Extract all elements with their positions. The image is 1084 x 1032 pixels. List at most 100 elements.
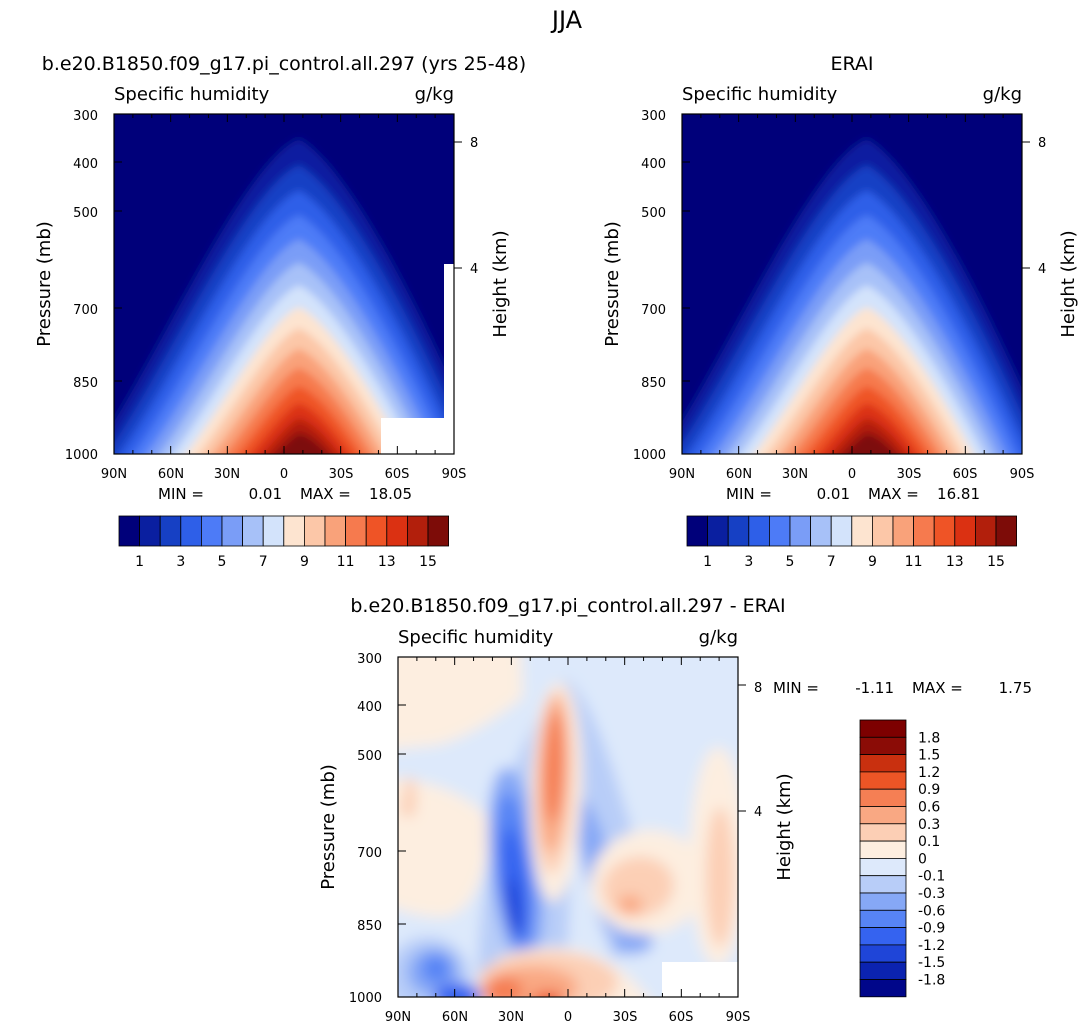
- colorbar-label: -0.3: [918, 886, 945, 902]
- y2-ticks: 8 4: [470, 136, 478, 277]
- level-band: [404, 777, 416, 817]
- colorbar-swatch: [365, 515, 388, 547]
- colorbar-swatch: [851, 515, 873, 547]
- x-tick: 60N: [442, 1010, 468, 1025]
- colorbar-swatch: [859, 961, 907, 980]
- colorbar-swatch: [810, 515, 832, 547]
- colorbar-label: -1.2: [918, 938, 945, 954]
- max-value: 18.05: [369, 485, 412, 503]
- y-ticks: 300 400 500 700 850 1000: [349, 652, 382, 1006]
- level-band: [543, 712, 565, 822]
- colorbar-label: 0.6: [918, 800, 940, 816]
- colorbar-swatch: [139, 515, 161, 547]
- y-tick: 400: [357, 700, 382, 715]
- max-label: MAX =: [868, 485, 919, 503]
- colorbar-swatch: [859, 909, 907, 928]
- max-label: MAX =: [912, 679, 963, 697]
- min-label: MIN =: [726, 485, 772, 503]
- x-ticks: 90N 60N 30N 0 30S 60S 90S: [385, 1010, 751, 1025]
- colorbar-label: 11: [337, 554, 355, 570]
- min-value: 0.01: [249, 485, 282, 503]
- contour-field: [682, 114, 1022, 454]
- colorbar-swatch: [303, 515, 326, 547]
- colorbar-label: 3: [176, 554, 185, 570]
- max-value: 1.75: [999, 679, 1032, 697]
- y-tick: 1000: [349, 991, 382, 1006]
- missing-data: [444, 264, 454, 424]
- x-ticks: 90N 60N 30N 0 30S 60S 90S: [101, 467, 467, 482]
- colorbar-swatch: [386, 515, 408, 547]
- colorbar-label: 1.8: [918, 730, 940, 746]
- max-value: 16.81: [937, 485, 980, 503]
- min-value: 0.01: [817, 485, 850, 503]
- x-tick: 30N: [214, 467, 240, 482]
- colorbar-label: -0.1: [918, 869, 945, 885]
- tick-marks: [397, 656, 746, 998]
- y-tick: 400: [73, 157, 98, 172]
- tick-marks: [113, 113, 462, 455]
- tick-marks: [681, 113, 1030, 455]
- y-tick: 300: [641, 109, 666, 124]
- y-tick: 700: [357, 846, 382, 861]
- colorbar-swatch: [859, 736, 907, 755]
- level-band: [398, 657, 523, 749]
- y2-ticks: 8 4: [1038, 136, 1046, 277]
- colorbar-swatch: [859, 944, 907, 963]
- x-tick: 90S: [726, 1010, 751, 1025]
- colorbar-swatch: [324, 515, 347, 547]
- colorbar-swatch: [859, 754, 907, 773]
- colorbar-label: 13: [378, 554, 396, 570]
- y-tick: 700: [641, 303, 666, 318]
- colorbar-swatch: [159, 515, 182, 547]
- colorbar-swatch: [262, 515, 285, 547]
- right-label: g/kg: [415, 84, 454, 105]
- y2-axis-label: Height (km): [774, 773, 795, 880]
- x-tick: 90N: [669, 467, 695, 482]
- colorbar-label: 5: [786, 554, 795, 570]
- min-value: -1.11: [855, 679, 894, 697]
- x-tick: 30S: [613, 1010, 638, 1025]
- y2-ticks: 8 4: [754, 681, 762, 820]
- colorbar-swatch: [933, 515, 956, 547]
- y2-tick: 4: [470, 262, 478, 277]
- colorbar-swatch: [859, 788, 907, 807]
- level-band: [843, 432, 897, 454]
- colorbar-swatch: [913, 515, 935, 547]
- colorbar-swatch: [769, 515, 791, 547]
- x-tick: 60S: [953, 467, 978, 482]
- level-band: [618, 895, 642, 915]
- left-label: Specific humidity: [682, 84, 838, 105]
- y-tick: 700: [73, 303, 98, 318]
- colorbar-label: -1.8: [918, 973, 945, 989]
- x-tick: 0: [280, 467, 288, 482]
- y-axis-label: Pressure (mb): [318, 764, 339, 890]
- x-tick: 0: [564, 1010, 572, 1025]
- y2-tick: 8: [754, 681, 762, 696]
- right-label: g/kg: [699, 627, 738, 648]
- panel-model: b.e20.B1850.f09_g17.pi_control.all.297 (…: [34, 53, 526, 570]
- colorbar-label: 1: [703, 554, 712, 570]
- panel-title: b.e20.B1850.f09_g17.pi_control.all.297 -…: [350, 595, 785, 617]
- y-tick: 500: [641, 206, 666, 221]
- y-ticks: 300 400 500 700 850 1000: [65, 109, 98, 463]
- x-tick: 60N: [726, 467, 752, 482]
- level-band: [422, 955, 450, 983]
- colorbar-label: 13: [946, 554, 964, 570]
- colorbar-label: 1.2: [918, 765, 940, 781]
- x-tick: 30S: [897, 467, 922, 482]
- colorbar-swatch: [859, 806, 907, 825]
- level-band: [534, 992, 562, 997]
- panel-title: b.e20.B1850.f09_g17.pi_control.all.297 (…: [42, 53, 526, 75]
- colorbar-swatch: [180, 515, 202, 547]
- y2-tick: 4: [1038, 262, 1046, 277]
- colorbar-label: 7: [259, 554, 268, 570]
- y-ticks: 300 400 500 700 850 1000: [633, 109, 666, 463]
- y-tick: 1000: [65, 448, 98, 463]
- colorbar-label: 0.9: [918, 782, 940, 798]
- colorbar-swatch: [707, 515, 729, 547]
- y2-tick: 8: [470, 136, 478, 151]
- colorbar-label: 1: [135, 554, 144, 570]
- min-label: MIN =: [773, 679, 819, 697]
- colorbar-swatch: [427, 515, 450, 547]
